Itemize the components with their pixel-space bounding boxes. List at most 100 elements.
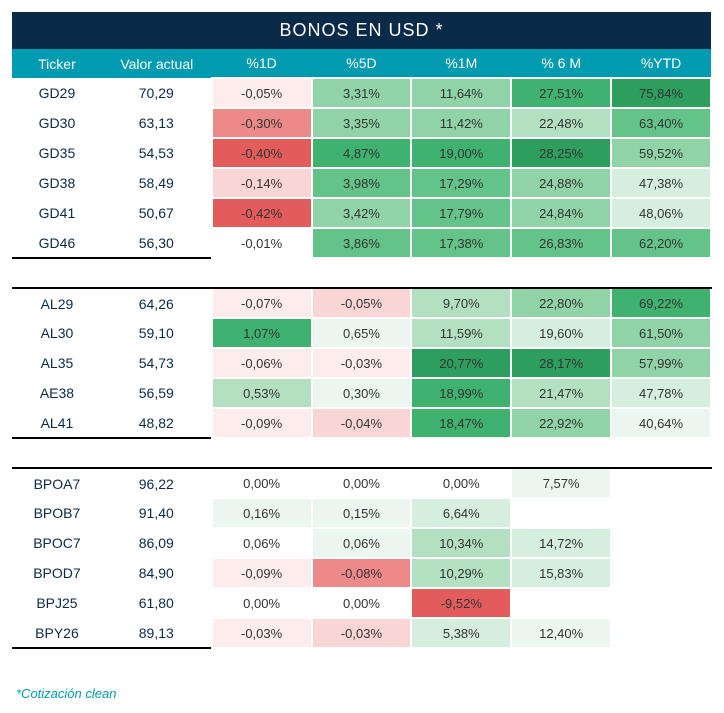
pct-cell-p1d: 0,00%	[212, 468, 312, 498]
pct-cell-pytd	[611, 618, 711, 648]
pct-cell-p5d: -0,04%	[312, 408, 412, 438]
ticker-cell: BPJ25	[12, 588, 102, 618]
pct-cell-p6m: 21,47%	[511, 378, 611, 408]
pct-cell-p6m: 12,40%	[511, 618, 611, 648]
ticker-cell: BPOB7	[12, 498, 102, 528]
valor-cell: 56,59	[102, 378, 212, 408]
pct-cell-p1m: 5,38%	[411, 618, 511, 648]
table-row: AL2964,26-0,07%-0,05%9,70%22,80%69,22%	[12, 288, 711, 318]
valor-cell: 86,09	[102, 528, 212, 558]
pct-cell-p5d: 3,86%	[312, 228, 412, 258]
pct-cell-p5d: 0,00%	[312, 468, 412, 498]
pct-cell-p6m: 14,72%	[511, 528, 611, 558]
pct-cell-p1d: 0,53%	[212, 378, 312, 408]
pct-cell-p1m: 10,34%	[411, 528, 511, 558]
pct-cell-p1d: -0,07%	[212, 288, 312, 318]
pct-cell-p1d: -0,01%	[212, 228, 312, 258]
pct-cell-p1d: 1,07%	[212, 318, 312, 348]
table-row: GD3554,53-0,40%4,87%19,00%28,25%59,52%	[12, 138, 711, 168]
pct-cell-p1m: 18,99%	[411, 378, 511, 408]
pct-cell-p5d: 0,65%	[312, 318, 412, 348]
table-row: AL3554,73-0,06%-0,03%20,77%28,17%57,99%	[12, 348, 711, 378]
ticker-cell: GD29	[12, 78, 102, 108]
pct-cell-p1m: 0,00%	[411, 468, 511, 498]
pct-cell-pytd: 69,22%	[611, 288, 711, 318]
bonos-table: BONOS EN USD * Ticker Valor actual %1D %…	[12, 12, 712, 678]
ticker-cell: GD38	[12, 168, 102, 198]
valor-cell: 91,40	[102, 498, 212, 528]
valor-cell: 64,26	[102, 288, 212, 318]
pct-cell-p6m: 26,83%	[511, 228, 611, 258]
pct-cell-p6m	[511, 588, 611, 618]
pct-cell-p1m: 19,00%	[411, 138, 511, 168]
pct-cell-p1m: 17,79%	[411, 198, 511, 228]
ticker-cell: GD41	[12, 198, 102, 228]
table-row: GD3858,49-0,14%3,98%17,29%24,88%47,38%	[12, 168, 711, 198]
col-valor: Valor actual	[102, 49, 212, 78]
pct-cell-p6m	[511, 498, 611, 528]
table-row: GD3063,13-0,30%3,35%11,42%22,48%63,40%	[12, 108, 711, 138]
pct-cell-pytd	[611, 588, 711, 618]
pct-cell-p1d: -0,30%	[212, 108, 312, 138]
valor-cell: 89,13	[102, 618, 212, 648]
pct-cell-p6m: 22,92%	[511, 408, 611, 438]
pct-cell-p1d: -0,06%	[212, 348, 312, 378]
pct-cell-pytd: 61,50%	[611, 318, 711, 348]
ticker-cell: GD46	[12, 228, 102, 258]
valor-cell: 70,29	[102, 78, 212, 108]
pct-cell-p1m: 17,29%	[411, 168, 511, 198]
valor-cell: 84,90	[102, 558, 212, 588]
pct-cell-p1m: 17,38%	[411, 228, 511, 258]
pct-cell-p1d: 0,06%	[212, 528, 312, 558]
pct-cell-p1d: -0,09%	[212, 408, 312, 438]
valor-cell: 48,82	[102, 408, 212, 438]
pct-cell-p1m: 9,70%	[411, 288, 511, 318]
pct-cell-pytd: 47,78%	[611, 378, 711, 408]
pct-cell-p1m: 18,47%	[411, 408, 511, 438]
pct-cell-p5d: 3,42%	[312, 198, 412, 228]
ticker-cell: BPOD7	[12, 558, 102, 588]
ticker-cell: GD35	[12, 138, 102, 168]
table-row: BPOC786,090,06%0,06%10,34%14,72%	[12, 528, 711, 558]
pct-cell-p1m: 6,64%	[411, 498, 511, 528]
pct-cell-pytd	[611, 498, 711, 528]
col-ticker: Ticker	[12, 49, 102, 78]
pct-cell-p6m: 27,51%	[511, 78, 611, 108]
valor-cell: 50,67	[102, 198, 212, 228]
ticker-cell: AL35	[12, 348, 102, 378]
pct-cell-pytd	[611, 558, 711, 588]
table-row: BPOD784,90-0,09%-0,08%10,29%15,83%	[12, 558, 711, 588]
pct-cell-pytd: 59,52%	[611, 138, 711, 168]
ticker-cell: AL29	[12, 288, 102, 318]
pct-cell-p1m: 11,42%	[411, 108, 511, 138]
ticker-cell: GD30	[12, 108, 102, 138]
ticker-cell: BPOA7	[12, 468, 102, 498]
pct-cell-p5d: 4,87%	[312, 138, 412, 168]
pct-cell-p1m: -9,52%	[411, 588, 511, 618]
pct-cell-pytd: 48,06%	[611, 198, 711, 228]
pct-cell-p6m: 22,48%	[511, 108, 611, 138]
table-row: BPY2689,13-0,03%-0,03%5,38%12,40%	[12, 618, 711, 648]
pct-cell-p5d: 0,30%	[312, 378, 412, 408]
pct-cell-p1m: 20,77%	[411, 348, 511, 378]
pct-cell-p6m: 28,17%	[511, 348, 611, 378]
col-5d: %5D	[312, 49, 412, 78]
table-row: AL3059,101,07%0,65%11,59%19,60%61,50%	[12, 318, 711, 348]
pct-cell-p6m: 22,80%	[511, 288, 611, 318]
pct-cell-p5d: 3,31%	[312, 78, 412, 108]
valor-cell: 54,73	[102, 348, 212, 378]
pct-cell-p1d: -0,40%	[212, 138, 312, 168]
table-row: GD4656,30-0,01%3,86%17,38%26,83%62,20%	[12, 228, 711, 258]
valor-cell: 96,22	[102, 468, 212, 498]
pct-cell-pytd: 75,84%	[611, 78, 711, 108]
valor-cell: 59,10	[102, 318, 212, 348]
pct-cell-p1d: -0,14%	[212, 168, 312, 198]
pct-cell-p1m: 10,29%	[411, 558, 511, 588]
header-row: Ticker Valor actual %1D %5D %1M % 6 M %Y…	[12, 49, 711, 78]
pct-cell-p5d: -0,08%	[312, 558, 412, 588]
pct-cell-p6m: 28,25%	[511, 138, 611, 168]
pct-cell-p6m: 15,83%	[511, 558, 611, 588]
valor-cell: 61,80	[102, 588, 212, 618]
pct-cell-pytd: 40,64%	[611, 408, 711, 438]
valor-cell: 63,13	[102, 108, 212, 138]
